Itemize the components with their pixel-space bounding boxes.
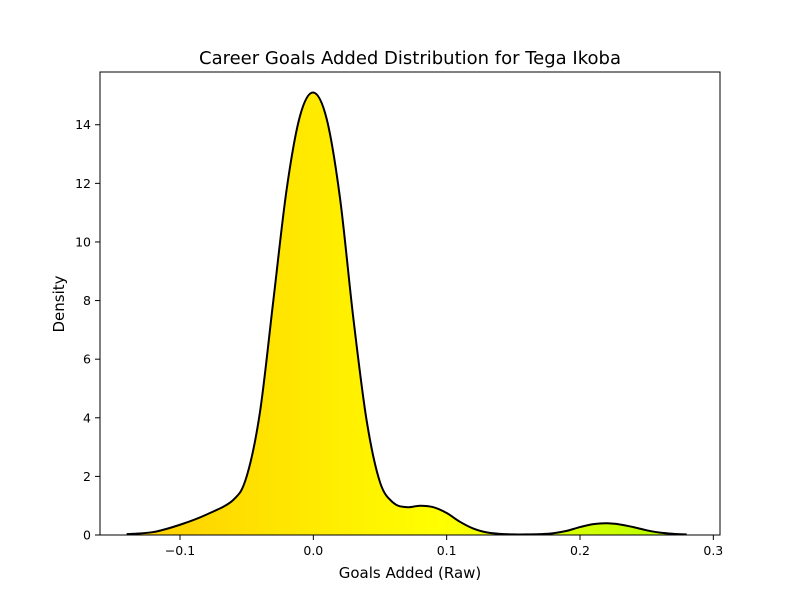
y-tick-label: 2 bbox=[83, 469, 91, 484]
x-axis: −0.1 0.0 0.1 0.2 0.3 bbox=[165, 535, 723, 558]
y-axis-label: Density bbox=[50, 275, 68, 332]
plot-frame bbox=[99, 71, 721, 536]
x-tick-label: 0.1 bbox=[437, 543, 457, 558]
x-tick-label: 0.3 bbox=[703, 543, 723, 558]
y-tick-label: 12 bbox=[75, 176, 91, 191]
y-tick-label: 4 bbox=[83, 410, 91, 425]
y-tick-label: 14 bbox=[75, 117, 91, 132]
x-tick-label: −0.1 bbox=[165, 543, 195, 558]
y-tick-label: 8 bbox=[83, 293, 91, 308]
y-tick-label: 6 bbox=[83, 352, 91, 367]
density-line bbox=[126, 91, 687, 536]
chart-title: Career Goals Added Distribution for Tega… bbox=[199, 48, 621, 69]
x-tick-label: 0.0 bbox=[303, 543, 323, 558]
y-tick-label: 0 bbox=[83, 528, 91, 543]
plot-area bbox=[126, 91, 687, 536]
density-area bbox=[126, 92, 687, 535]
x-tick-label: 0.2 bbox=[570, 543, 590, 558]
y-tick-label: 10 bbox=[75, 234, 91, 249]
x-axis-label: Goals Added (Raw) bbox=[339, 564, 482, 582]
y-axis: 0 2 4 6 8 10 12 14 bbox=[75, 117, 100, 543]
